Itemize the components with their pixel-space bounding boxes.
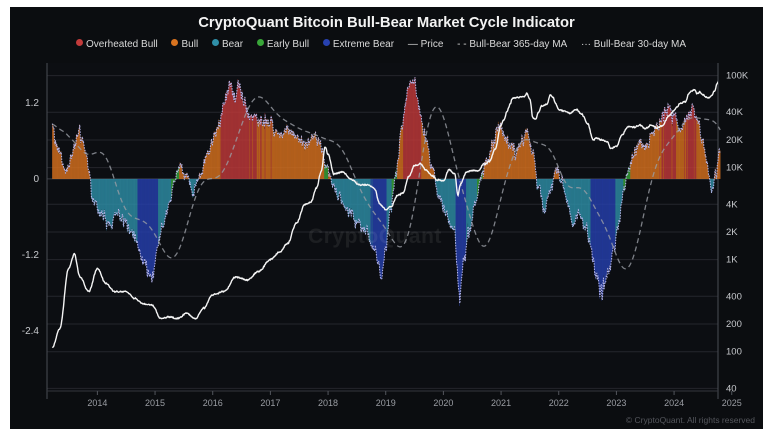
svg-text:2019: 2019 (376, 398, 396, 408)
svg-text:40: 40 (726, 383, 737, 394)
svg-text:400: 400 (726, 291, 742, 302)
svg-text:100K: 100K (726, 71, 749, 82)
svg-text:2014: 2014 (87, 398, 107, 408)
svg-text:2022: 2022 (549, 398, 569, 408)
svg-text:2016: 2016 (203, 398, 223, 408)
svg-text:2015: 2015 (145, 398, 165, 408)
svg-text:2023: 2023 (606, 398, 626, 408)
svg-text:2K: 2K (726, 227, 738, 238)
svg-text:20K: 20K (726, 135, 744, 146)
svg-text:-1.2: -1.2 (22, 250, 40, 261)
svg-text:40K: 40K (726, 107, 744, 118)
svg-text:2020: 2020 (433, 398, 453, 408)
svg-text:1K: 1K (726, 255, 738, 266)
svg-text:-2.4: -2.4 (22, 326, 40, 337)
svg-text:2025: 2025 (722, 398, 742, 408)
svg-text:1.2: 1.2 (25, 98, 39, 109)
svg-text:200: 200 (726, 319, 742, 330)
svg-text:2024: 2024 (664, 398, 684, 408)
svg-text:2018: 2018 (318, 398, 338, 408)
svg-text:4K: 4K (726, 199, 738, 210)
svg-text:2017: 2017 (260, 398, 280, 408)
svg-text:10K: 10K (726, 163, 744, 174)
svg-text:2021: 2021 (491, 398, 511, 408)
svg-text:100: 100 (726, 347, 742, 358)
svg-text:0: 0 (33, 174, 39, 185)
